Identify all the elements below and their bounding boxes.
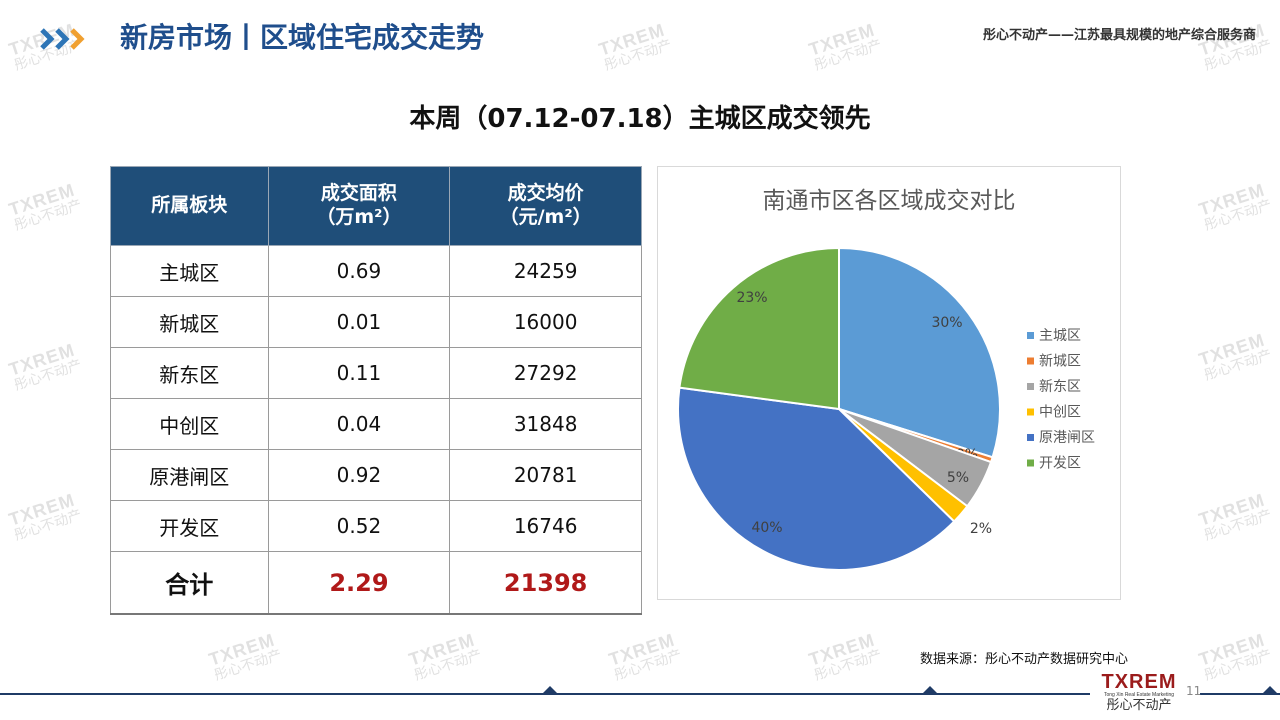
pie-chart-panel: 南通市区各区域成交对比 30%0%5%2%40%23%主城区新城区新东区中创区原… bbox=[657, 166, 1121, 600]
table-row: 新东区 0.11 27292 bbox=[110, 347, 642, 399]
cell-region: 新东区 bbox=[110, 347, 269, 399]
header-cell-region: 所属板块 bbox=[110, 166, 269, 246]
cell-region: 新城区 bbox=[110, 296, 269, 348]
legend-label: 开发区 bbox=[1039, 456, 1081, 472]
legend-label: 新城区 bbox=[1039, 354, 1081, 370]
cell-region: 原港闸区 bbox=[110, 449, 269, 501]
pie-slice bbox=[677, 386, 956, 571]
header-cell-area: 成交面积 （万m²） bbox=[267, 166, 451, 246]
legend-label: 主城区 bbox=[1039, 328, 1081, 344]
watermark: TXREM 彤心不动产 bbox=[6, 179, 84, 233]
legend-swatch bbox=[1027, 332, 1034, 339]
cell-area: 0.52 bbox=[267, 500, 451, 552]
header-cell-price: 成交均价 （元/m²） bbox=[449, 166, 642, 246]
pie-data-label: 23% bbox=[736, 290, 767, 306]
company-slogan: 彤心不动产——江苏最具规模的地产综合服务商 bbox=[982, 28, 1256, 43]
pie-data-label: 40% bbox=[751, 520, 782, 536]
legend-label: 新东区 bbox=[1039, 379, 1081, 395]
legend-swatch bbox=[1027, 408, 1034, 416]
pie-slice bbox=[678, 246, 840, 411]
table-header-row: 所属板块 成交面积 （万m²） 成交均价 （元/m²） bbox=[110, 166, 642, 246]
watermark: TXREM 彤心不动产 bbox=[1196, 329, 1274, 383]
watermark: TXREM 彤心不动产 bbox=[206, 629, 284, 683]
cell-area: 0.04 bbox=[267, 398, 451, 450]
pie-slice bbox=[838, 246, 1001, 459]
watermark: TXREM 彤心不动产 bbox=[6, 339, 84, 393]
cell-price: 31848 bbox=[449, 398, 642, 450]
company-logo: TXREM Tong Xin Real Estate Marketing 彤心不… bbox=[1101, 671, 1177, 712]
watermark: TXREM 彤心不动产 bbox=[6, 489, 84, 543]
page-header-title: 新房市场丨区域住宅成交走势 bbox=[120, 21, 485, 54]
chart-title: 南通市区各区域成交对比 bbox=[762, 188, 1016, 214]
legend-label: 中创区 bbox=[1039, 405, 1081, 421]
total-area: 2.29 bbox=[267, 551, 451, 615]
page-number: 11 bbox=[1186, 684, 1202, 698]
cell-price: 27292 bbox=[449, 347, 642, 399]
total-label: 合计 bbox=[110, 551, 269, 615]
legend-swatch bbox=[1027, 459, 1034, 467]
watermark: TXREM 彤心不动产 bbox=[596, 19, 674, 73]
watermark: TXREM 彤心不动产 bbox=[1196, 629, 1274, 683]
footer-divider bbox=[0, 686, 1280, 695]
legend-swatch bbox=[1027, 357, 1034, 365]
legend-label: 原港闸区 bbox=[1039, 430, 1095, 446]
cell-price: 24259 bbox=[449, 245, 642, 297]
data-source-note: 数据来源：彤心不动产数据研究中心 bbox=[920, 652, 1129, 667]
cell-price: 16000 bbox=[449, 296, 642, 348]
table-row: 新城区 0.01 16000 bbox=[110, 296, 642, 348]
pie-data-label: 30% bbox=[931, 315, 962, 331]
table-row: 主城区 0.69 24259 bbox=[110, 245, 642, 297]
cell-region: 主城区 bbox=[110, 245, 269, 297]
table-row: 原港闸区 0.92 20781 bbox=[110, 449, 642, 501]
watermark: TXREM 彤心不动产 bbox=[406, 629, 484, 683]
cell-area: 0.01 bbox=[267, 296, 451, 348]
cell-area: 0.69 bbox=[267, 245, 451, 297]
table-total-row: 合计 2.29 21398 bbox=[110, 551, 642, 615]
pie-data-label: 5% bbox=[947, 470, 969, 486]
cell-price: 16746 bbox=[449, 500, 642, 552]
watermark: TXREM 彤心不动产 bbox=[1196, 489, 1274, 543]
cell-region: 开发区 bbox=[110, 500, 269, 552]
cell-price: 20781 bbox=[449, 449, 642, 501]
watermark: TXREM 彤心不动产 bbox=[1196, 179, 1274, 233]
watermark: TXREM 彤心不动产 bbox=[806, 19, 884, 73]
total-price: 21398 bbox=[449, 551, 642, 615]
cell-region: 中创区 bbox=[110, 398, 269, 450]
legend-swatch bbox=[1027, 383, 1034, 390]
watermark: TXREM 彤心不动产 bbox=[606, 629, 684, 683]
table-row: 中创区 0.04 31848 bbox=[110, 398, 642, 450]
chevron-arrows-icon bbox=[40, 28, 85, 50]
pie-data-label: 2% bbox=[970, 521, 992, 537]
page-title: 本周（07.12-07.18）主城区成交领先 bbox=[409, 104, 871, 134]
cell-area: 0.92 bbox=[267, 449, 451, 501]
table-row: 开发区 0.52 16746 bbox=[110, 500, 642, 552]
cell-area: 0.11 bbox=[267, 347, 451, 399]
watermark: TXREM 彤心不动产 bbox=[806, 629, 884, 683]
transaction-table: 所属板块 成交面积 （万m²） 成交均价 （元/m²） 主城区 0.69 24259… bbox=[110, 166, 642, 615]
legend-swatch bbox=[1027, 434, 1034, 441]
